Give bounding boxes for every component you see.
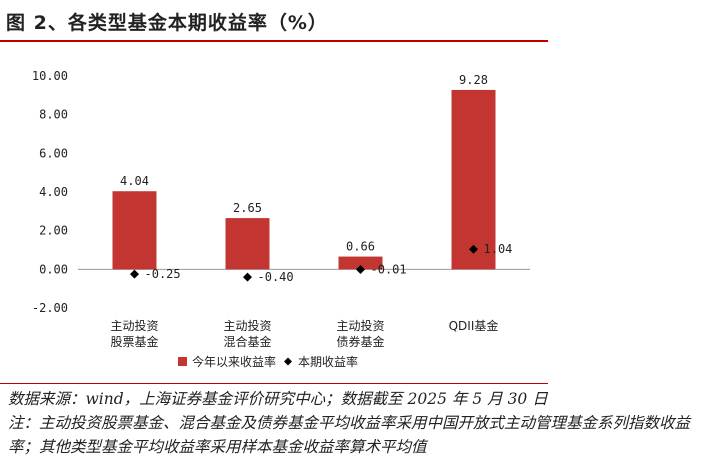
chart-title: 图 2、各类型基金本期收益率（%） [6,12,328,34]
bar-4 [451,89,496,270]
x-tick-label: 混合基金 [223,334,271,349]
bar-3 [338,256,383,270]
y-tick-label: 6.00 [39,146,68,160]
y-tick-label: 2.00 [39,224,68,238]
bar-value-label: 2.65 [233,201,262,215]
x-tick-label: 债券基金 [336,334,384,349]
marker-value-label: -0.01 [371,263,407,277]
footnote-text: 注：主动投资股票基金、混合基金及债券基金平均收益率采用中国开放式主动管理基金系列… [8,414,691,456]
bar-value-label: 4.04 [120,174,149,188]
x-tick-label: 主动投资 [223,318,271,333]
bar-value-label: 9.28 [459,73,488,87]
marker-value-label: -0.40 [258,270,294,284]
y-tick-label: -2.00 [32,301,68,315]
bar-2 [225,218,270,270]
source-divider [0,383,548,384]
bar-1 [112,191,157,270]
source-text: 数据来源：wind，上海证券基金评价研究中心；数据截至 2025 年 5 月 3… [8,390,548,408]
legend-bar-label: 今年以来收益率 [192,354,276,369]
chart-area: -2.00 0.00 2.00 4.00 6.00 8.00 10.00 4.04 -0.25 主… [0,44,548,374]
marker-1 [130,269,139,279]
marker-4 [469,244,478,254]
bar-chart: -2.00 0.00 2.00 4.00 6.00 8.00 10.00 4.04 -0.25 主… [32,69,530,369]
x-tick-label: 股票基金 [110,334,158,349]
legend-marker-swatch [284,357,292,366]
y-tick-label: 8.00 [39,108,68,122]
marker-value-label: 1.04 [484,242,513,256]
marker-2 [243,272,252,282]
legend-marker-label: 本期收益率 [298,354,358,369]
y-tick-label: 0.00 [39,262,68,276]
title-divider [0,40,548,42]
y-tick-label: 10.00 [32,69,68,83]
x-tick-label: 主动投资 [336,318,384,333]
legend-bar-swatch [178,357,187,366]
x-tick-label: QDII基金 [449,318,499,333]
marker-value-label: -0.25 [145,267,181,281]
x-tick-label: 主动投资 [110,318,158,333]
y-tick-label: 4.00 [39,185,68,199]
bar-value-label: 0.66 [346,240,375,254]
marker-3 [356,265,365,275]
